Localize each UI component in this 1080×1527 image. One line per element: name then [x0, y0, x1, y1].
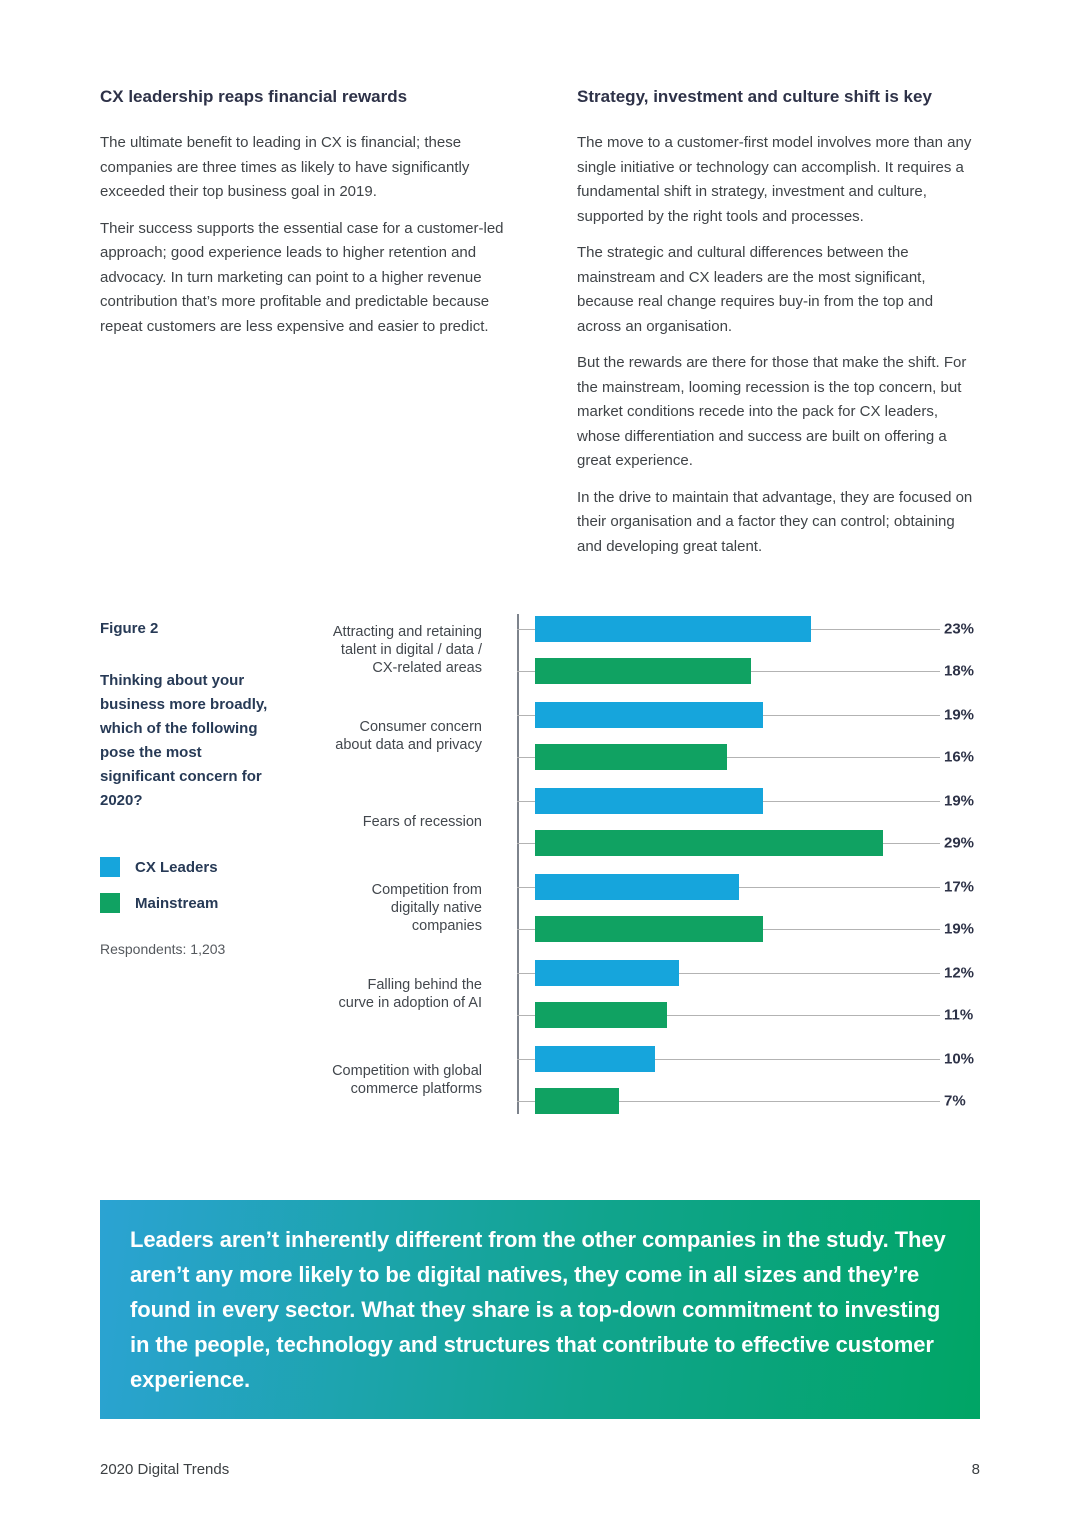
right-column-heading: Strategy, investment and culture shift i…: [577, 87, 932, 106]
text-columns: CX leadership reaps financial rewards Th…: [0, 0, 1080, 571]
bar-cx-leaders: [535, 960, 679, 986]
category-label: Attracting and retaining talent in digit…: [332, 624, 482, 676]
value-label-mainstream: 11%: [944, 1006, 974, 1024]
value-label-cx-leaders: 19%: [944, 706, 975, 724]
bar-row-mainstream: 11%: [517, 1002, 980, 1028]
legend-label-cx-leaders: CX Leaders: [135, 858, 218, 876]
mainstream-swatch-icon: [100, 893, 120, 913]
bar-rows: 17% 19%: [517, 874, 980, 942]
bar-row-cx-leaders: 10%: [517, 1046, 980, 1072]
figure-caption: Figure 2 Thinking about your business mo…: [100, 616, 330, 1114]
chart-axis: [517, 614, 519, 1114]
chart-group-5: Falling behind the curve in adoption of …: [330, 960, 980, 1028]
bar-row-mainstream: 29%: [517, 830, 980, 856]
value-label-mainstream: 29%: [944, 834, 975, 852]
category-label: Competition from digitally native compan…: [371, 882, 482, 934]
chart-group-1: Attracting and retaining talent in digit…: [330, 616, 980, 684]
bar-rows: 19% 16%: [517, 702, 980, 770]
bar-row-cx-leaders: 12%: [517, 960, 980, 986]
right-paragraph-3: But the rewards are there for those that…: [577, 354, 967, 469]
category-label: Competition with global commerce platfor…: [332, 1063, 482, 1097]
quote-box: Leaders aren’t inherently different from…: [100, 1200, 980, 1419]
gridline: [517, 1015, 940, 1016]
bar-row-mainstream: 7%: [517, 1088, 980, 1114]
value-label-cx-leaders: 23%: [944, 620, 975, 638]
right-paragraph-2: The strategic and cultural differences b…: [577, 244, 934, 335]
bar-mainstream: [535, 744, 727, 770]
right-paragraph-1: The move to a customer-first model invol…: [577, 134, 972, 225]
bar-row-cx-leaders: 23%: [517, 616, 980, 642]
bar-cx-leaders: [535, 702, 763, 728]
cx-leaders-swatch-icon: [100, 857, 120, 877]
left-paragraph-2: Their success supports the essential cas…: [100, 219, 504, 335]
legend-item-cx-leaders: CX Leaders: [100, 857, 330, 877]
left-column-heading: CX leadership reaps financial rewards: [100, 87, 408, 106]
value-label-mainstream: 16%: [944, 748, 975, 766]
value-label-cx-leaders: 12%: [944, 964, 975, 982]
gridline: [517, 973, 940, 974]
bar-row-cx-leaders: 19%: [517, 788, 980, 814]
value-label-mainstream: 18%: [944, 662, 975, 680]
value-label-cx-leaders: 19%: [944, 792, 975, 810]
bar-row-mainstream: 18%: [517, 658, 980, 684]
legend-label-mainstream: Mainstream: [135, 894, 219, 912]
figure-question: Thinking about your business more broadl…: [100, 672, 268, 809]
bar-chart-groups: Attracting and retaining talent in digit…: [330, 616, 980, 1114]
figure-2: Figure 2 Thinking about your business mo…: [100, 614, 980, 1114]
bar-cx-leaders: [535, 874, 739, 900]
right-column: Strategy, investment and culture shift i…: [577, 86, 980, 571]
category-label: Fears of recession: [362, 814, 482, 830]
gridline: [517, 1059, 940, 1060]
bar-row-cx-leaders: 19%: [517, 702, 980, 728]
chart-group-3: Fears of recession 19% 29%: [330, 788, 980, 856]
bar-mainstream: [535, 830, 883, 856]
bar-rows: 23% 18%: [517, 616, 980, 684]
chart-group-6: Competition with global commerce platfor…: [330, 1046, 980, 1114]
bar-cx-leaders: [535, 788, 763, 814]
chart-legend: CX Leaders Mainstream: [100, 857, 330, 913]
right-paragraph-4: In the drive to maintain that advantage,…: [577, 488, 973, 555]
category-label: Consumer concern about data and privacy: [335, 719, 482, 753]
value-label-mainstream: 7%: [944, 1092, 966, 1110]
bar-row-mainstream: 19%: [517, 916, 980, 942]
figure-label: Figure 2: [100, 620, 159, 637]
page-footer: 2020 Digital Trends 8: [100, 1461, 980, 1478]
left-column: CX leadership reaps financial rewards Th…: [100, 86, 520, 571]
gridline: [517, 1101, 940, 1102]
footer-page-number: 8: [971, 1461, 980, 1478]
bar-mainstream: [535, 658, 751, 684]
chart-group-2: Consumer concern about data and privacy 1…: [330, 702, 980, 770]
left-paragraph-1: The ultimate benefit to leading in CX is…: [100, 134, 470, 200]
legend-item-mainstream: Mainstream: [100, 893, 330, 913]
value-label-cx-leaders: 17%: [944, 878, 975, 896]
bar-mainstream: [535, 1088, 619, 1114]
bar-row-mainstream: 16%: [517, 744, 980, 770]
bar-row-cx-leaders: 17%: [517, 874, 980, 900]
gridline: [517, 757, 940, 758]
value-label-mainstream: 19%: [944, 920, 975, 938]
bar-chart: Attracting and retaining talent in digit…: [330, 614, 980, 1114]
quote-text: Leaders aren’t inherently different from…: [130, 1227, 946, 1392]
chart-group-4: Competition from digitally native compan…: [330, 874, 980, 942]
bar-cx-leaders: [535, 1046, 655, 1072]
footer-title: 2020 Digital Trends: [100, 1461, 230, 1478]
bar-rows: 12% 11%: [517, 960, 980, 1028]
bar-cx-leaders: [535, 616, 811, 642]
bar-rows: 10% 7%: [517, 1046, 980, 1114]
bar-mainstream: [535, 1002, 667, 1028]
bar-mainstream: [535, 916, 763, 942]
bar-rows: 19% 29%: [517, 788, 980, 856]
value-label-cx-leaders: 10%: [944, 1050, 975, 1068]
category-label: Falling behind the curve in adoption of …: [338, 977, 483, 1011]
respondents-note: Respondents: 1,203: [100, 941, 226, 957]
